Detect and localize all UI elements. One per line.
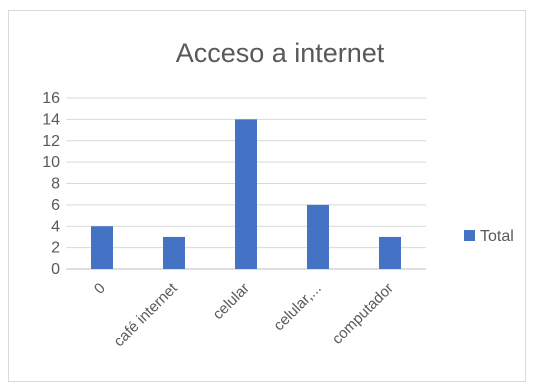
x-tick-label: café internet: [110, 279, 181, 350]
y-tick-label: 14: [42, 111, 60, 128]
chart-title: Acceso a internet: [176, 38, 385, 68]
bars: [91, 119, 401, 269]
y-tick-label: 16: [42, 90, 60, 107]
y-tick-label: 12: [42, 133, 60, 150]
bar-4: [379, 236, 401, 269]
bar-1: [163, 236, 185, 269]
chart-area: [8, 10, 526, 382]
y-tick-label: 6: [51, 197, 60, 214]
x-tick-label: celular: [210, 280, 253, 323]
legend-label: Total: [480, 228, 514, 245]
x-axis-labels: 0 café internet celular celular,... computad…: [91, 279, 397, 350]
legend: Total: [464, 228, 514, 245]
y-tick-label: 0: [51, 261, 60, 278]
y-tick-label: 8: [51, 176, 60, 193]
y-tick-label: 2: [51, 240, 60, 257]
x-tick-label: computador: [329, 280, 397, 348]
bar-2: [235, 119, 257, 269]
legend-swatch: [464, 230, 475, 241]
y-axis-ticks: 0 2 4 6 8 10 12 14 16: [42, 90, 60, 278]
y-tick-label: 4: [51, 218, 60, 235]
y-tick-label: 10: [42, 154, 60, 171]
bar-3: [307, 204, 329, 269]
bar-0: [91, 226, 113, 269]
x-tick-label: 0: [91, 280, 109, 298]
x-tick-label: celular,...: [270, 280, 324, 334]
